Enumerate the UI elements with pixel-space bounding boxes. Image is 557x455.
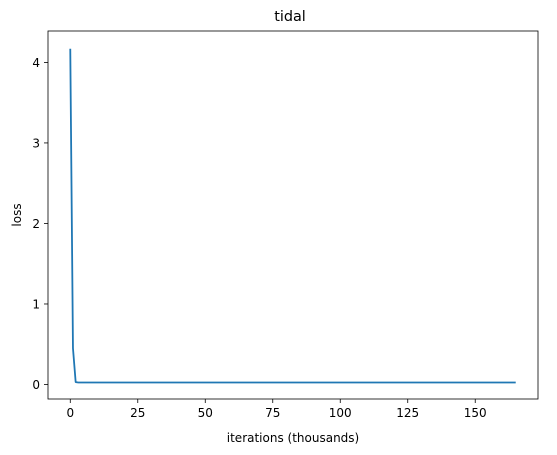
y-axis-label: loss	[10, 203, 24, 226]
x-axis: 0 25 50 75 100 125 150	[66, 399, 487, 420]
axes-frame	[47, 30, 539, 400]
loss-series-line	[69, 48, 516, 384]
plot-area	[69, 48, 516, 384]
y-tick-label: 4	[32, 56, 40, 70]
y-axis: 0 1 2 3 4	[32, 56, 48, 392]
x-tick-label: 50	[198, 406, 213, 420]
x-tick-label: 0	[66, 406, 74, 420]
y-tick-label: 1	[32, 297, 40, 311]
x-tick-label: 100	[329, 406, 352, 420]
y-tick-label: 2	[32, 217, 40, 231]
chart-title: tidal	[274, 9, 306, 25]
x-tick-label: 150	[464, 406, 487, 420]
x-tick-label: 125	[396, 406, 419, 420]
x-tick-label: 75	[265, 406, 280, 420]
x-tick-label: 25	[130, 406, 145, 420]
y-tick-label: 0	[32, 378, 40, 392]
x-axis-label: iterations (thousands)	[227, 431, 359, 445]
y-tick-label: 3	[32, 136, 40, 150]
